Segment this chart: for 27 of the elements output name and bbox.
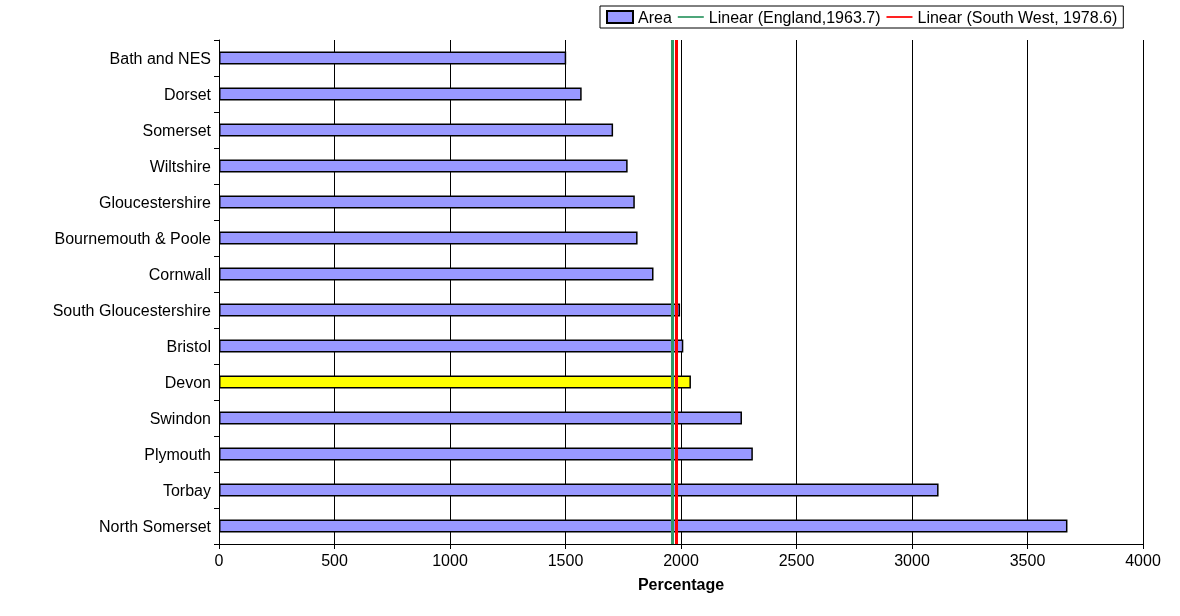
x-tick-label: 500: [321, 551, 348, 569]
y-tick-label: Wiltshire: [149, 157, 212, 175]
y-tick-label: Cornwall: [148, 265, 211, 283]
y-tick-label: Plymouth: [144, 445, 211, 463]
y-tick-label: Dorset: [163, 85, 212, 103]
y-tick-label: Bournemouth & Poole: [54, 229, 212, 247]
y-tick-label: Swindon: [149, 409, 211, 427]
y-tick-label: Somerset: [142, 121, 212, 139]
x-tick-label: 3000: [894, 551, 930, 569]
legend-label: Linear (South West, 1978.6): [917, 8, 1118, 26]
legend-label: Area: [638, 8, 672, 26]
y-tick-label: Bristol: [166, 337, 211, 355]
x-axis-title: Percentage: [637, 575, 725, 593]
x-tick-label: 2000: [663, 551, 699, 569]
x-tick-label: 0: [214, 551, 224, 569]
y-tick-label: North Somerset: [98, 517, 212, 535]
y-tick-label: Torbay: [162, 481, 211, 499]
y-tick-label: South Gloucestershire: [52, 301, 212, 319]
x-tick-label: 2500: [778, 551, 815, 569]
x-tick-label: 4000: [1125, 551, 1161, 569]
y-tick-label: Gloucestershire: [98, 193, 212, 211]
y-tick-label: Devon: [164, 373, 211, 391]
legend-label: Linear (England,1963.7): [708, 8, 881, 26]
x-tick-label: 1500: [547, 551, 584, 569]
x-tick-label: 1000: [432, 551, 468, 569]
x-tick-label: 3500: [1009, 551, 1046, 569]
y-tick-label: Bath and NES: [109, 49, 211, 67]
